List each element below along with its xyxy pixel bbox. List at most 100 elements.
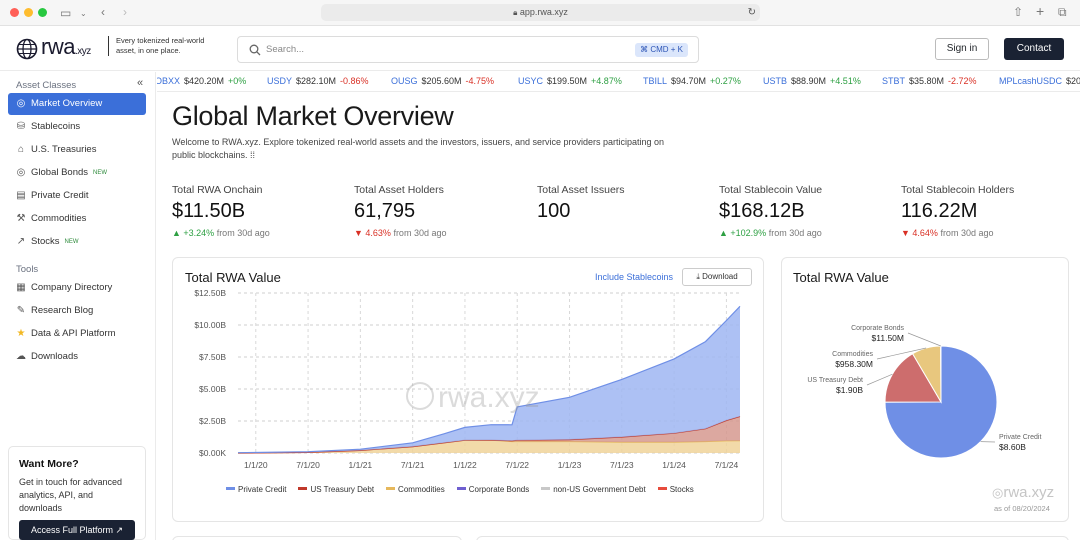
page-title: Global Market Overview <box>172 101 454 131</box>
ticker-item[interactable]: OBXX $420.20M +0% <box>157 76 246 86</box>
ticker-change: +4.87% <box>591 76 622 86</box>
tabs-overview-icon[interactable]: ⧉ <box>1058 5 1067 19</box>
stat-value: $168.12B <box>719 200 805 222</box>
globe-icon: ◎ <box>16 167 26 178</box>
chart-watermark: rwa.xyz <box>406 381 540 414</box>
legend-item[interactable]: US Treasury Debt <box>298 485 374 494</box>
legend-item[interactable]: Commodities <box>386 485 445 494</box>
ticker-item[interactable]: OUSG $205.60M -4.75% <box>391 76 494 86</box>
y-tick-label: $7.50B <box>199 352 226 362</box>
include-stablecoins-link[interactable]: Include Stablecoins <box>595 272 674 282</box>
sidebar-item-label: Stablecoins <box>31 121 81 132</box>
sidebar-item-downloads[interactable]: ☁ Downloads <box>8 346 146 368</box>
legend-item[interactable]: Stocks <box>657 485 694 494</box>
minimize-window-icon[interactable] <box>24 8 33 17</box>
section-title-asset-classes: Asset Classes <box>16 80 77 91</box>
back-icon[interactable]: ‹ <box>101 5 105 19</box>
legend-label: Stocks <box>669 485 694 494</box>
sidebar-item-u-s-treasuries[interactable]: ⌂ U.S. Treasuries <box>8 139 146 161</box>
ticker-item[interactable]: MPLcashUSDC $20 <box>999 76 1080 86</box>
access-platform-button[interactable]: Access Full Platform ↗ <box>19 520 135 540</box>
x-tick-label: 7/1/21 <box>401 460 425 470</box>
pie-slice-value: $11.50M <box>872 333 904 343</box>
download-button[interactable]: ⤓ Download <box>682 268 752 286</box>
sidebar-item-label: Market Overview <box>31 98 103 109</box>
watermark-globe-icon: ◎ <box>992 485 1004 500</box>
x-tick-label: 7/1/20 <box>296 460 320 470</box>
area-series-commodities[interactable] <box>238 440 740 453</box>
sidebar-item-global-bonds[interactable]: ◎ Global Bonds NEW <box>8 162 146 184</box>
logo-wordmark[interactable]: rwa.xyz <box>41 34 91 60</box>
sidebar-item-data-api-platform[interactable]: ★ Data & API Platform <box>8 323 146 345</box>
contact-button[interactable]: Contact <box>1004 38 1064 60</box>
share-icon[interactable]: ⇧ <box>1013 5 1024 19</box>
pie-leader-line <box>876 347 927 360</box>
chevron-down-icon[interactable]: ⌄ <box>80 9 87 18</box>
legend-item[interactable]: Private Credit <box>226 485 286 494</box>
url-bar[interactable]: 🔒︎ app.rwa.xyz ↻ <box>321 4 760 21</box>
sidebar-item-stablecoins[interactable]: ⛁ Stablecoins <box>8 116 146 138</box>
area-chart-title: Total RWA Value <box>185 270 281 285</box>
sidebar-item-market-overview[interactable]: ◎ Market Overview <box>8 93 146 115</box>
x-tick-label: 7/1/23 <box>610 460 634 470</box>
stat-card: Total RWA Onchain $11.50B ▲ +3.24% from 30… <box>172 184 270 238</box>
x-tick-label: 1/1/23 <box>558 460 582 470</box>
y-tick-label: $12.50B <box>194 288 226 298</box>
legend-swatch <box>657 487 667 490</box>
sidebar-item-commodities[interactable]: ⚒ Commodities <box>8 208 146 230</box>
reload-icon[interactable]: ↻ <box>747 7 756 18</box>
legend-swatch <box>541 487 551 490</box>
watermark-text: rwa.xyz <box>438 381 540 414</box>
ticker-item[interactable]: USDY $282.10M -0.86% <box>267 76 369 86</box>
legend-label: Private Credit <box>238 485 287 494</box>
area-line-private-credit <box>237 305 741 454</box>
stat-label: Total Stablecoin Value <box>719 184 823 196</box>
stat-value: 116.22M <box>901 200 978 222</box>
ticker-item[interactable]: TBILL $94.70M +0.27% <box>643 76 741 86</box>
stat-change-pct: ▲ +102.9% <box>719 228 767 238</box>
area-series-private-credit[interactable] <box>238 306 740 453</box>
close-window-icon[interactable] <box>10 8 19 17</box>
lock-icon: 🔒︎ <box>513 8 518 17</box>
legend-label: non-US Government Debt <box>553 485 646 494</box>
ticker-item[interactable]: USYC $199.50M +4.87% <box>518 76 622 86</box>
sidebar-item-label: Downloads <box>31 351 78 362</box>
ticker-value: $35.80M <box>909 76 945 86</box>
stat-change-pct: ▼ 4.63% <box>354 228 391 238</box>
sidebar-item-private-credit[interactable]: ▤ Private Credit <box>8 185 146 207</box>
globe-logo-icon[interactable] <box>16 38 38 60</box>
x-tick-label: 7/1/22 <box>505 460 529 470</box>
sidebar-item-research-blog[interactable]: ✎ Research Blog <box>8 300 146 322</box>
stat-card: Total Stablecoin Holders 116.22M ▼ 4.64% f… <box>901 184 1014 238</box>
building-icon: ▦ <box>16 282 26 293</box>
ticker-item[interactable]: USTB $88.90M +4.51% <box>763 76 861 86</box>
pie-slice-label: Commodities <box>832 351 873 358</box>
sidebar-item-label: Stocks <box>31 236 60 247</box>
stat-change-suffix: from 30d ago <box>937 228 994 238</box>
pie-watermark: ◎rwa.xyz <box>992 484 1054 501</box>
search-box[interactable]: Search... ⌘ CMD + K <box>237 36 699 63</box>
maximize-window-icon[interactable] <box>38 8 47 17</box>
pie-slice-private-credit[interactable] <box>884 345 998 459</box>
stat-change-suffix: from 30d ago <box>214 228 270 238</box>
sidebar-item-stocks[interactable]: ↗ Stocks NEW <box>8 231 146 253</box>
stat-change: ▲ +3.24% from 30d ago <box>172 228 270 238</box>
ticker-item[interactable]: STBT $35.80M -2.72% <box>882 76 977 86</box>
sidebar-toggle-icon[interactable]: ▭ <box>60 6 72 20</box>
pie-leader-line <box>866 373 893 386</box>
collapse-sidebar-icon[interactable]: « <box>137 77 144 89</box>
url-text: app.rwa.xyz <box>519 7 568 17</box>
new-tab-icon[interactable]: + <box>1036 3 1045 19</box>
sign-in-button[interactable]: Sign in <box>935 38 989 60</box>
legend-swatch <box>456 487 466 490</box>
download-label: Download <box>702 272 738 281</box>
area-chart: $0.00K $2.50B $5.00B $7.50B $10.00B $12.50B 1/… <box>194 288 741 470</box>
cloud-download-icon: ☁ <box>16 351 26 362</box>
forward-icon[interactable]: › <box>123 5 127 19</box>
ticker-symbol: USTB <box>763 76 788 86</box>
intro-text: Welcome to RWA.xyz. Explore tokenized re… <box>172 137 665 160</box>
sidebar-item-company-directory[interactable]: ▦ Company Directory <box>8 277 146 299</box>
legend-item[interactable]: Corporate Bonds <box>456 485 529 494</box>
download-icon: ⤓ <box>696 272 700 281</box>
legend-item[interactable]: non-US Government Debt <box>541 485 646 494</box>
